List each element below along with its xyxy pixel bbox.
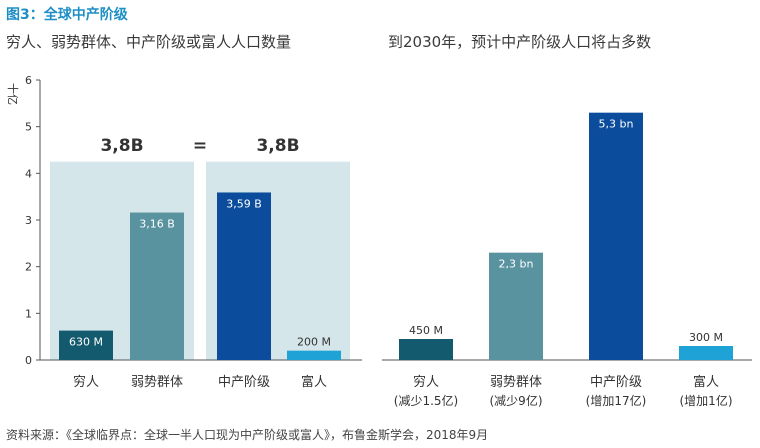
bar-4 xyxy=(679,346,733,360)
y-tick-label: 1 xyxy=(25,307,32,320)
bar-2 xyxy=(130,212,184,360)
x-category-label: 中产阶级 xyxy=(218,375,270,390)
x-category-sublabel: (减少1.5亿) xyxy=(394,393,458,408)
bar-value-label: 630 M xyxy=(69,336,103,349)
x-category-label: 穷人 xyxy=(413,374,439,390)
figure-title: 图3：全球中产阶级 xyxy=(6,7,128,23)
bar-value-label: 450 M xyxy=(409,324,443,337)
y-tick-label: 4 xyxy=(25,167,32,180)
bar-value-label: 200 M xyxy=(297,336,331,349)
bar-4 xyxy=(287,350,341,360)
bar-3 xyxy=(217,192,271,360)
bar-3 xyxy=(589,112,643,361)
y-tick-label: 3 xyxy=(25,214,32,227)
bar-1 xyxy=(59,330,113,360)
y-tick-label: 5 xyxy=(25,121,32,134)
y-tick-label: 2 xyxy=(25,261,32,274)
x-category-label: 穷人 xyxy=(73,374,99,390)
right-chart-title: 到2030年，预计中产阶级人口将占多数 xyxy=(388,33,652,51)
bar-value-label: 5,3 bn xyxy=(599,118,634,131)
bar-value-label: 3,16 B xyxy=(139,218,175,231)
annotation-left-total: 3,8B xyxy=(100,136,143,156)
x-category-sublabel: (减少9亿) xyxy=(490,393,543,408)
x-category-label: 弱势群体 xyxy=(131,374,183,390)
x-category-label: 富人 xyxy=(301,374,327,390)
bar-value-label: 3,59 B xyxy=(226,197,262,210)
left-chart: 0 1 2 3 4 5 6 十亿 3,8B = 3,8B 630 M 穷人 3,16 B 弱势群体 3,59 … xyxy=(6,74,362,390)
annotation-right-total: 3,8B xyxy=(256,136,299,156)
bar-1 xyxy=(399,339,453,360)
y-axis-label: 十亿 xyxy=(6,83,20,105)
x-category-label: 富人 xyxy=(693,374,719,390)
right-chart: 450 M 穷人 (减少1.5亿) 2,3 bn 弱势群体 (减少9亿) 5,3 bn 中产阶… xyxy=(382,112,752,408)
bar-value-label: 300 M xyxy=(689,331,723,344)
source-note: 资料来源：《全球临界点：全球一半人口现为中产阶级或富人》，布鲁金斯学会，2018… xyxy=(6,428,489,442)
y-tick-label: 0 xyxy=(25,354,32,367)
left-chart-title: 穷人、弱势群体、中产阶级或富人人口数量 xyxy=(6,33,292,51)
annotation-equals: = xyxy=(193,136,207,156)
x-category-sublabel: (增加17亿) xyxy=(586,393,647,408)
x-category-label: 中产阶级 xyxy=(590,375,642,390)
bar-2 xyxy=(489,252,543,360)
y-tick-label: 6 xyxy=(25,74,32,87)
x-category-sublabel: (增加1亿) xyxy=(680,393,733,408)
x-category-label: 弱势群体 xyxy=(490,374,542,390)
bar-value-label: 2,3 bn xyxy=(499,258,534,271)
